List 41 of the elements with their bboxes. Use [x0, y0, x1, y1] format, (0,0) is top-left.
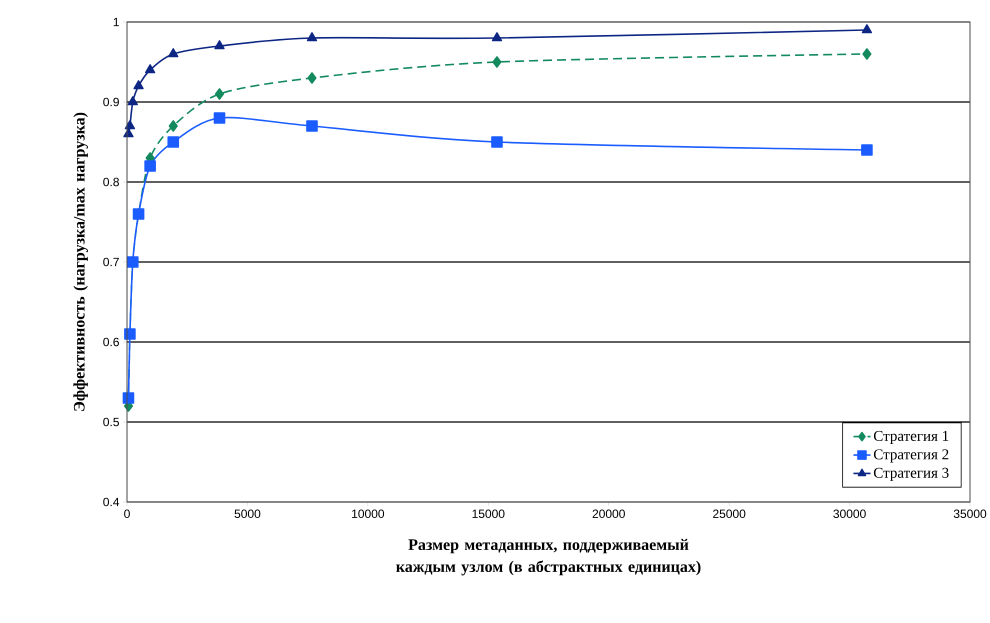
point [862, 24, 872, 34]
x-tick-label: 5000 [234, 510, 260, 518]
point [306, 32, 318, 42]
x-tick-label: 0 [124, 510, 130, 518]
y-tick-label: 0.6 [103, 338, 119, 346]
point [124, 120, 136, 130]
point [861, 144, 873, 156]
x-tick-label: 25000 [713, 510, 746, 518]
y-axis-title: Эффективность (нагрузка/max нагрузка) [73, 112, 88, 411]
x-tick-label: 15000 [472, 510, 505, 518]
legend-label: Стратегия 3 [874, 468, 949, 481]
y-tick-label: 0.8 [103, 178, 119, 186]
y-tick-label: 1 [114, 18, 119, 26]
point [168, 120, 178, 132]
point [133, 80, 144, 90]
point [122, 392, 134, 404]
point [492, 32, 502, 42]
legend-label: Стратегия 1 [874, 430, 948, 444]
x-axis-title: Размер метаданных, поддерживаемый каждым узлом (в абстрактных единицах) [396, 538, 700, 576]
point [167, 136, 180, 148]
point [307, 72, 317, 84]
point [492, 56, 502, 68]
point [214, 40, 225, 50]
point [168, 48, 178, 58]
y-tick-label: 0.5 [103, 418, 119, 426]
point [144, 160, 156, 172]
x-tick-label: 10000 [352, 510, 384, 518]
y-tick-label: 0.4 [103, 498, 120, 506]
point [306, 120, 318, 132]
y-tick-label: 0.7 [103, 258, 119, 266]
point [862, 48, 872, 60]
point [214, 88, 224, 100]
y-tick-label: 0.9 [103, 98, 119, 106]
point [214, 112, 226, 124]
x-tick-label: 20000 [592, 510, 625, 518]
point [145, 64, 156, 74]
point [491, 136, 503, 148]
point [128, 96, 138, 106]
x-tick-label: 30000 [833, 510, 866, 518]
legend-label: Стратегия 2 [874, 449, 948, 462]
x-tick-label: 35000 [954, 510, 986, 518]
